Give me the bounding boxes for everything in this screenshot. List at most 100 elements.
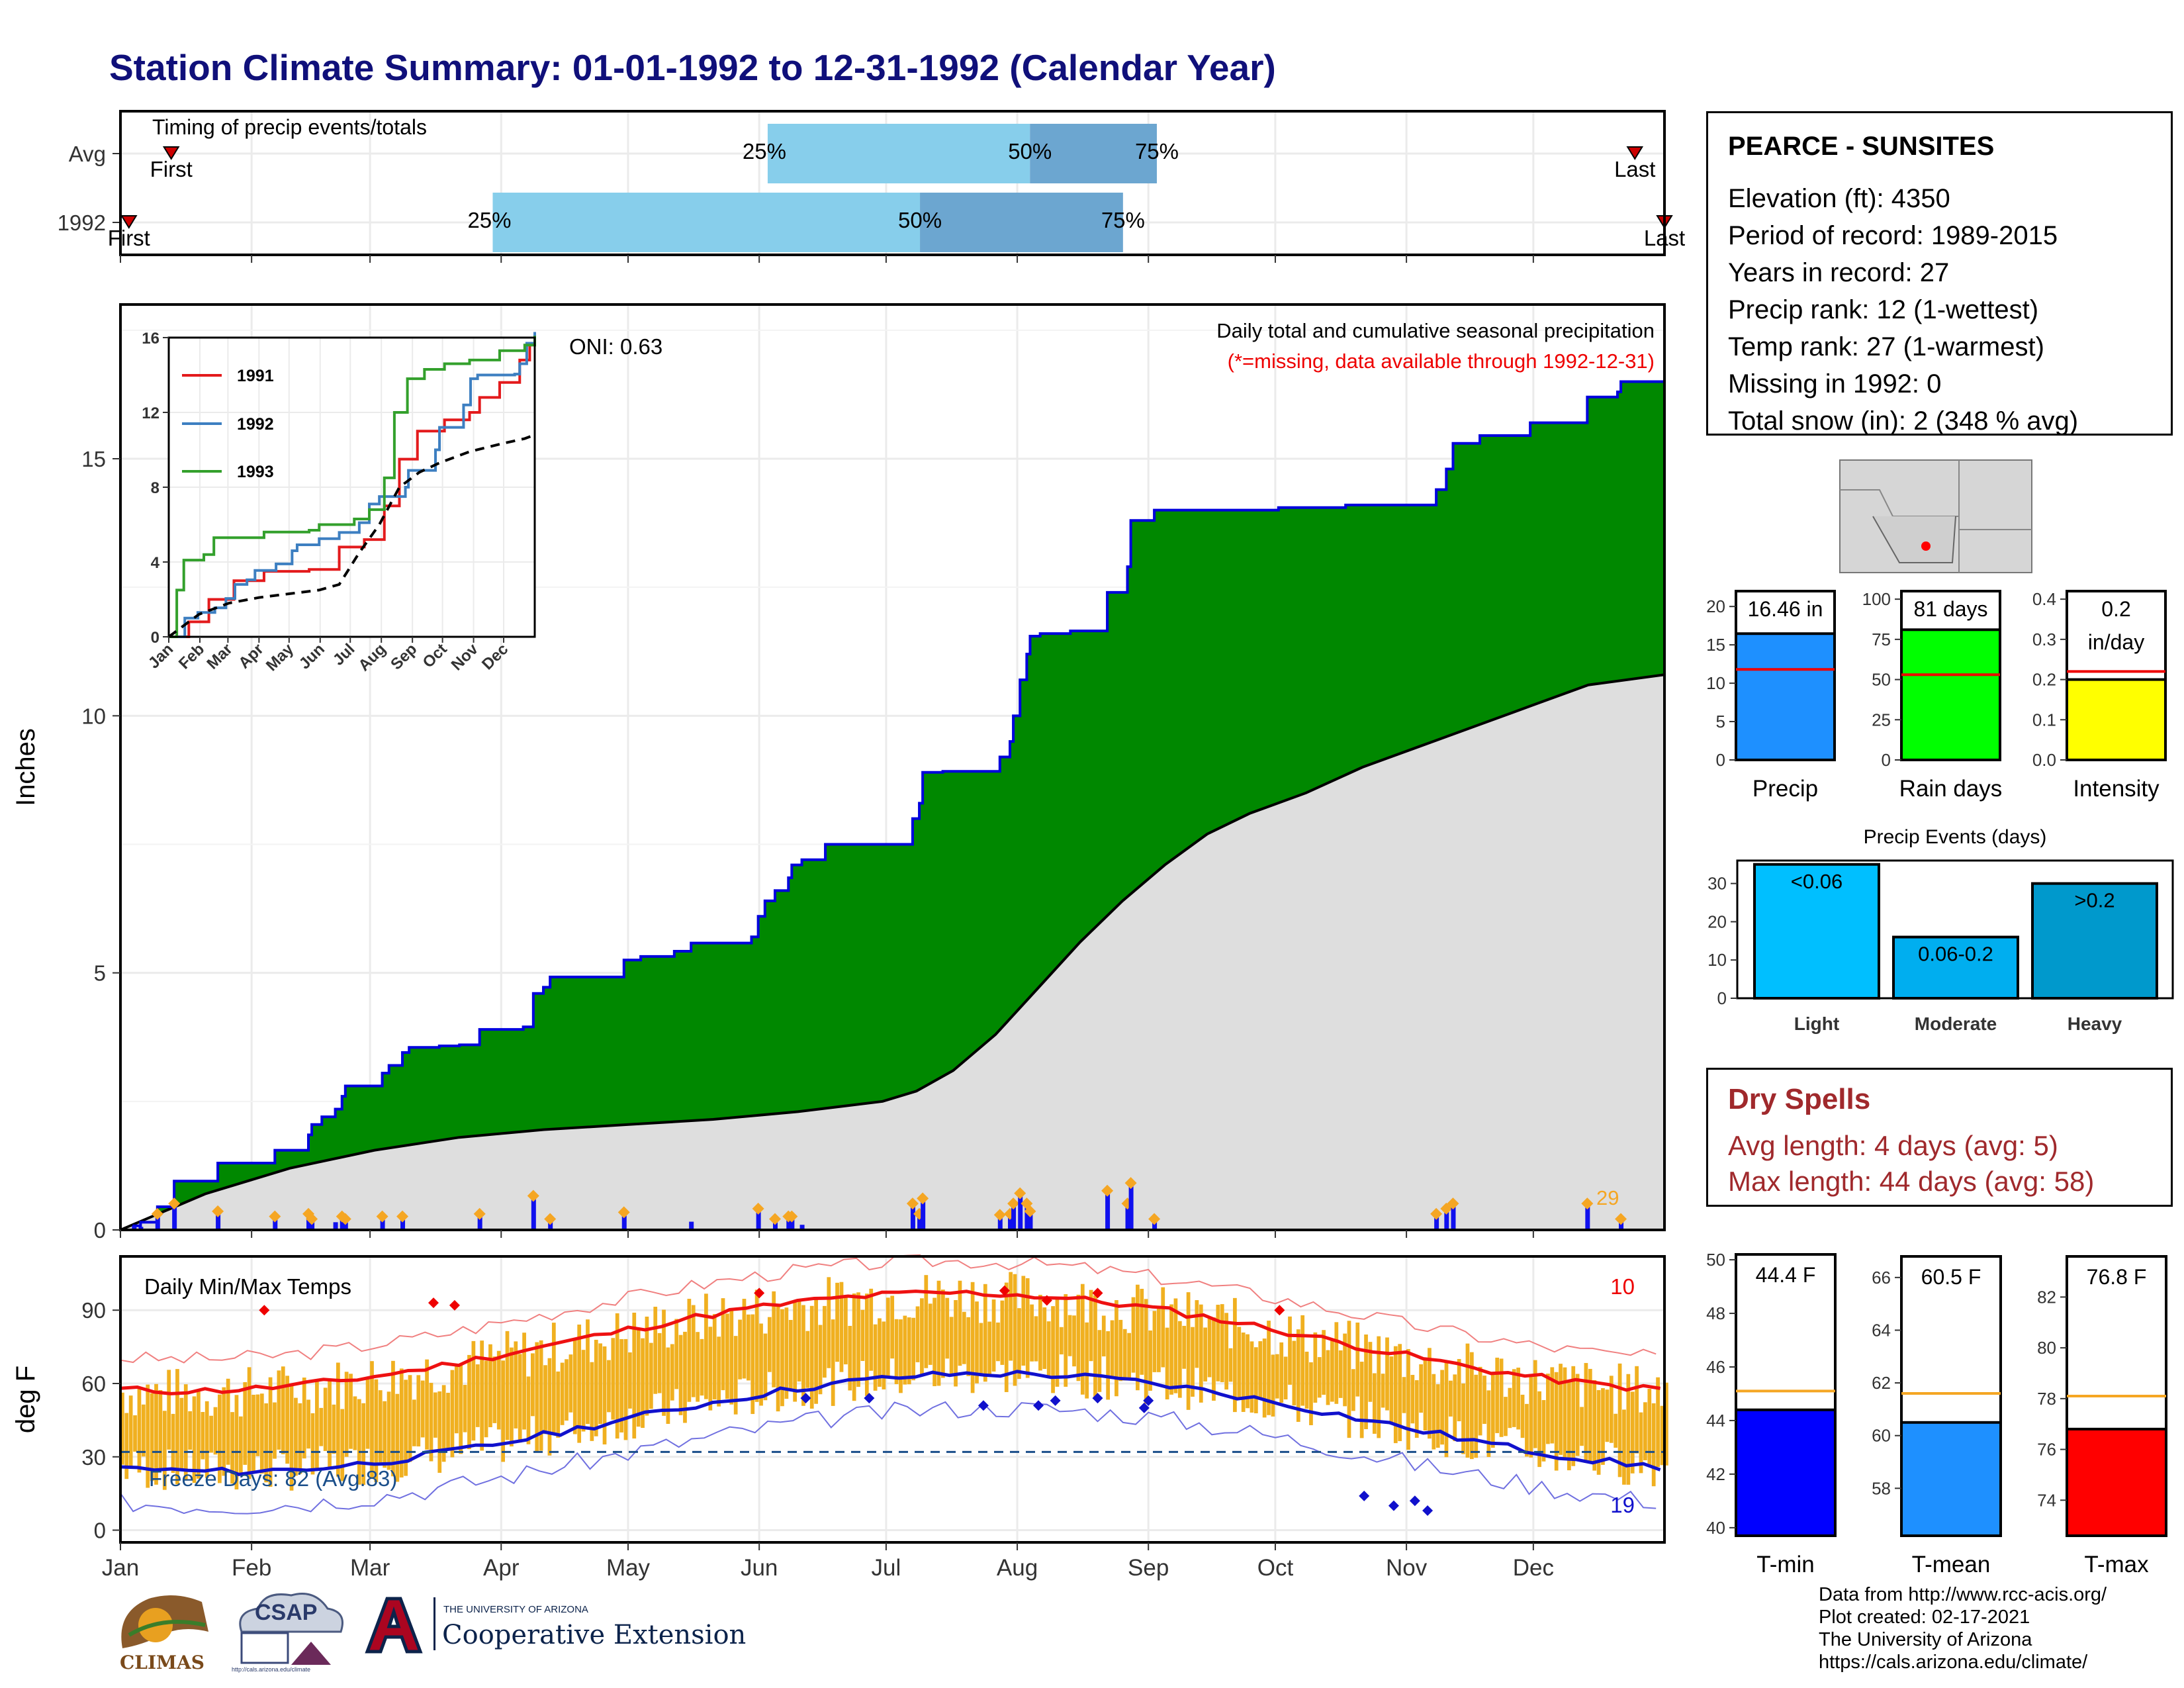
temp-range-bar bbox=[915, 1306, 920, 1362]
temp-range-bar bbox=[666, 1347, 670, 1425]
temp-range-bar bbox=[751, 1314, 755, 1415]
record-high-marker bbox=[999, 1285, 1010, 1296]
temp-range-bar bbox=[1435, 1384, 1440, 1448]
daily-precip-bar bbox=[1018, 1194, 1023, 1230]
temp-range-bar bbox=[1322, 1330, 1326, 1395]
temp-range-bar bbox=[763, 1333, 768, 1401]
timing-bar-q50-q75 bbox=[920, 193, 1123, 252]
daily-precip-bar bbox=[799, 1225, 805, 1230]
temp-range-bar bbox=[928, 1303, 933, 1365]
daily-precip-marker bbox=[527, 1190, 539, 1202]
daily-precip-marker bbox=[1024, 1205, 1036, 1217]
temp-range-bar bbox=[1343, 1333, 1347, 1407]
temp-y-tick-label: 90 bbox=[81, 1298, 106, 1323]
temp-range-bar bbox=[1059, 1327, 1064, 1355]
temp-range-bar bbox=[1034, 1316, 1038, 1362]
temp-range-bar bbox=[1140, 1288, 1144, 1375]
temp-range-bar bbox=[1614, 1413, 1618, 1448]
temp-range-bar bbox=[1410, 1374, 1415, 1424]
record-min-line bbox=[120, 1401, 1657, 1515]
temp-range-bar bbox=[522, 1333, 526, 1430]
temp-bar-y-tick-label: 50 bbox=[1706, 1250, 1725, 1270]
temp-range-bar bbox=[1398, 1344, 1402, 1442]
temp-range-bar bbox=[864, 1293, 869, 1396]
temp-range-bar bbox=[945, 1297, 950, 1359]
temp-range-bar bbox=[1317, 1357, 1322, 1398]
timing-row-label: Avg bbox=[69, 142, 106, 166]
temp-range-bar bbox=[556, 1371, 561, 1438]
temp-range-bar bbox=[310, 1413, 315, 1475]
temp-range-bar bbox=[882, 1321, 886, 1389]
temp-range-bar bbox=[1516, 1368, 1521, 1430]
temp-y-tick-label: 30 bbox=[81, 1445, 106, 1470]
temp-range-bar bbox=[933, 1297, 936, 1387]
record-high-marker bbox=[754, 1288, 765, 1299]
record-max-count: 10 bbox=[1610, 1274, 1635, 1299]
temp-range-bar bbox=[1161, 1287, 1165, 1368]
temp-range-bar bbox=[1093, 1295, 1097, 1399]
record-low-marker bbox=[1143, 1395, 1154, 1406]
temp-bar-y-tick-label: 62 bbox=[1872, 1373, 1891, 1393]
temp-range-bar bbox=[480, 1340, 484, 1451]
rain-days-y-tick-label: 50 bbox=[1872, 670, 1891, 690]
temp-range-bar bbox=[890, 1295, 895, 1359]
csap-logo-url: http://cals.arizona.edu/climate bbox=[232, 1666, 311, 1673]
temp-range-bar bbox=[742, 1299, 747, 1379]
temp-range-bar bbox=[611, 1338, 615, 1420]
temp-range-bar bbox=[1313, 1332, 1318, 1403]
temp-range-bar bbox=[188, 1411, 193, 1450]
daily-precip-marker bbox=[151, 1207, 163, 1220]
temp-range-bar bbox=[1064, 1294, 1068, 1387]
daily-precip-bar bbox=[343, 1219, 348, 1230]
temp-range-bar bbox=[987, 1321, 992, 1374]
record-high-marker bbox=[259, 1305, 270, 1316]
precip-panel-title: Daily total and cumulative seasonal prec… bbox=[1216, 319, 1655, 342]
temp-range-bar bbox=[572, 1338, 577, 1434]
temp-range-bar bbox=[1546, 1374, 1550, 1444]
temp-range-bar bbox=[179, 1397, 184, 1469]
temp-range-bar bbox=[1004, 1282, 1009, 1392]
temp-range-bar bbox=[835, 1282, 839, 1362]
temp-range-bar bbox=[1529, 1374, 1533, 1458]
daily-precip-bar bbox=[790, 1217, 795, 1230]
temp-range-bar bbox=[577, 1324, 582, 1443]
temp-range-bar bbox=[662, 1309, 666, 1416]
temp-range-bar bbox=[1089, 1289, 1093, 1362]
temp-range-bar bbox=[395, 1393, 400, 1482]
temp-range-bar bbox=[289, 1385, 294, 1491]
daily-precip-marker bbox=[212, 1205, 224, 1217]
temp-range-bar bbox=[878, 1318, 882, 1387]
station-missing: Missing in 1992: 0 bbox=[1728, 369, 1942, 399]
temp-range-bar bbox=[1009, 1272, 1013, 1361]
temp-range-bar bbox=[1402, 1377, 1406, 1413]
temp-range-bar bbox=[1664, 1382, 1668, 1466]
temp-range-bar bbox=[1030, 1304, 1034, 1362]
temp-range-bar bbox=[268, 1377, 273, 1487]
temp-range-bar bbox=[467, 1354, 471, 1450]
precip-total-y-tick-label: 0 bbox=[1716, 750, 1725, 770]
temp-bar-y-tick-label: 46 bbox=[1706, 1357, 1725, 1377]
daily-precip-marker bbox=[752, 1202, 764, 1215]
temp-range-bar bbox=[1106, 1331, 1111, 1400]
precip-events-category: Heavy bbox=[2068, 1013, 2122, 1034]
rain-days-value-label: 81 days bbox=[1913, 597, 1987, 621]
record-high-marker bbox=[1274, 1305, 1285, 1316]
precip-y-axis-label: Inches bbox=[11, 728, 40, 806]
average-cumulative-area bbox=[120, 675, 1664, 1230]
temp-range-bar bbox=[797, 1300, 801, 1382]
record-high-marker bbox=[1041, 1295, 1052, 1306]
daily-precip-marker bbox=[906, 1197, 919, 1210]
temp-range-bar bbox=[708, 1327, 713, 1411]
precip-events-y-tick-label: 0 bbox=[1717, 988, 1727, 1008]
temp-range-bar bbox=[531, 1353, 535, 1417]
temp-range-bar bbox=[1304, 1351, 1309, 1409]
temp-range-bar bbox=[1520, 1394, 1525, 1438]
daily-precip-marker bbox=[786, 1210, 798, 1223]
temp-range-bar bbox=[408, 1375, 412, 1462]
temp-range-bar bbox=[543, 1365, 547, 1434]
csap-logo-text: CSAP bbox=[255, 1600, 318, 1625]
temp-range-bar bbox=[725, 1313, 729, 1399]
csap-logo-graphic bbox=[239, 1593, 343, 1665]
temp-range-bar bbox=[581, 1350, 586, 1432]
